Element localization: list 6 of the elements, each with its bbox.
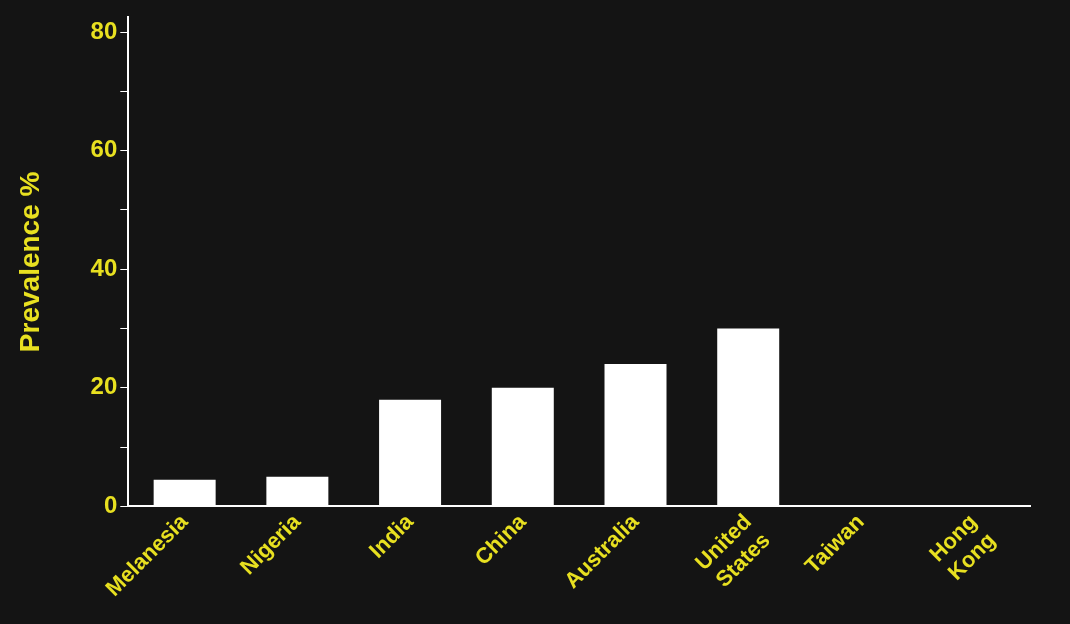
y-tick-label: 20	[90, 372, 118, 400]
y-tick-label: 0	[103, 490, 118, 518]
y-axis-title: Prevalence %	[13, 171, 45, 353]
y-tick-label: 40	[90, 253, 118, 281]
y-tick-label: 80	[90, 16, 118, 44]
y-tick-label: 60	[90, 135, 118, 163]
